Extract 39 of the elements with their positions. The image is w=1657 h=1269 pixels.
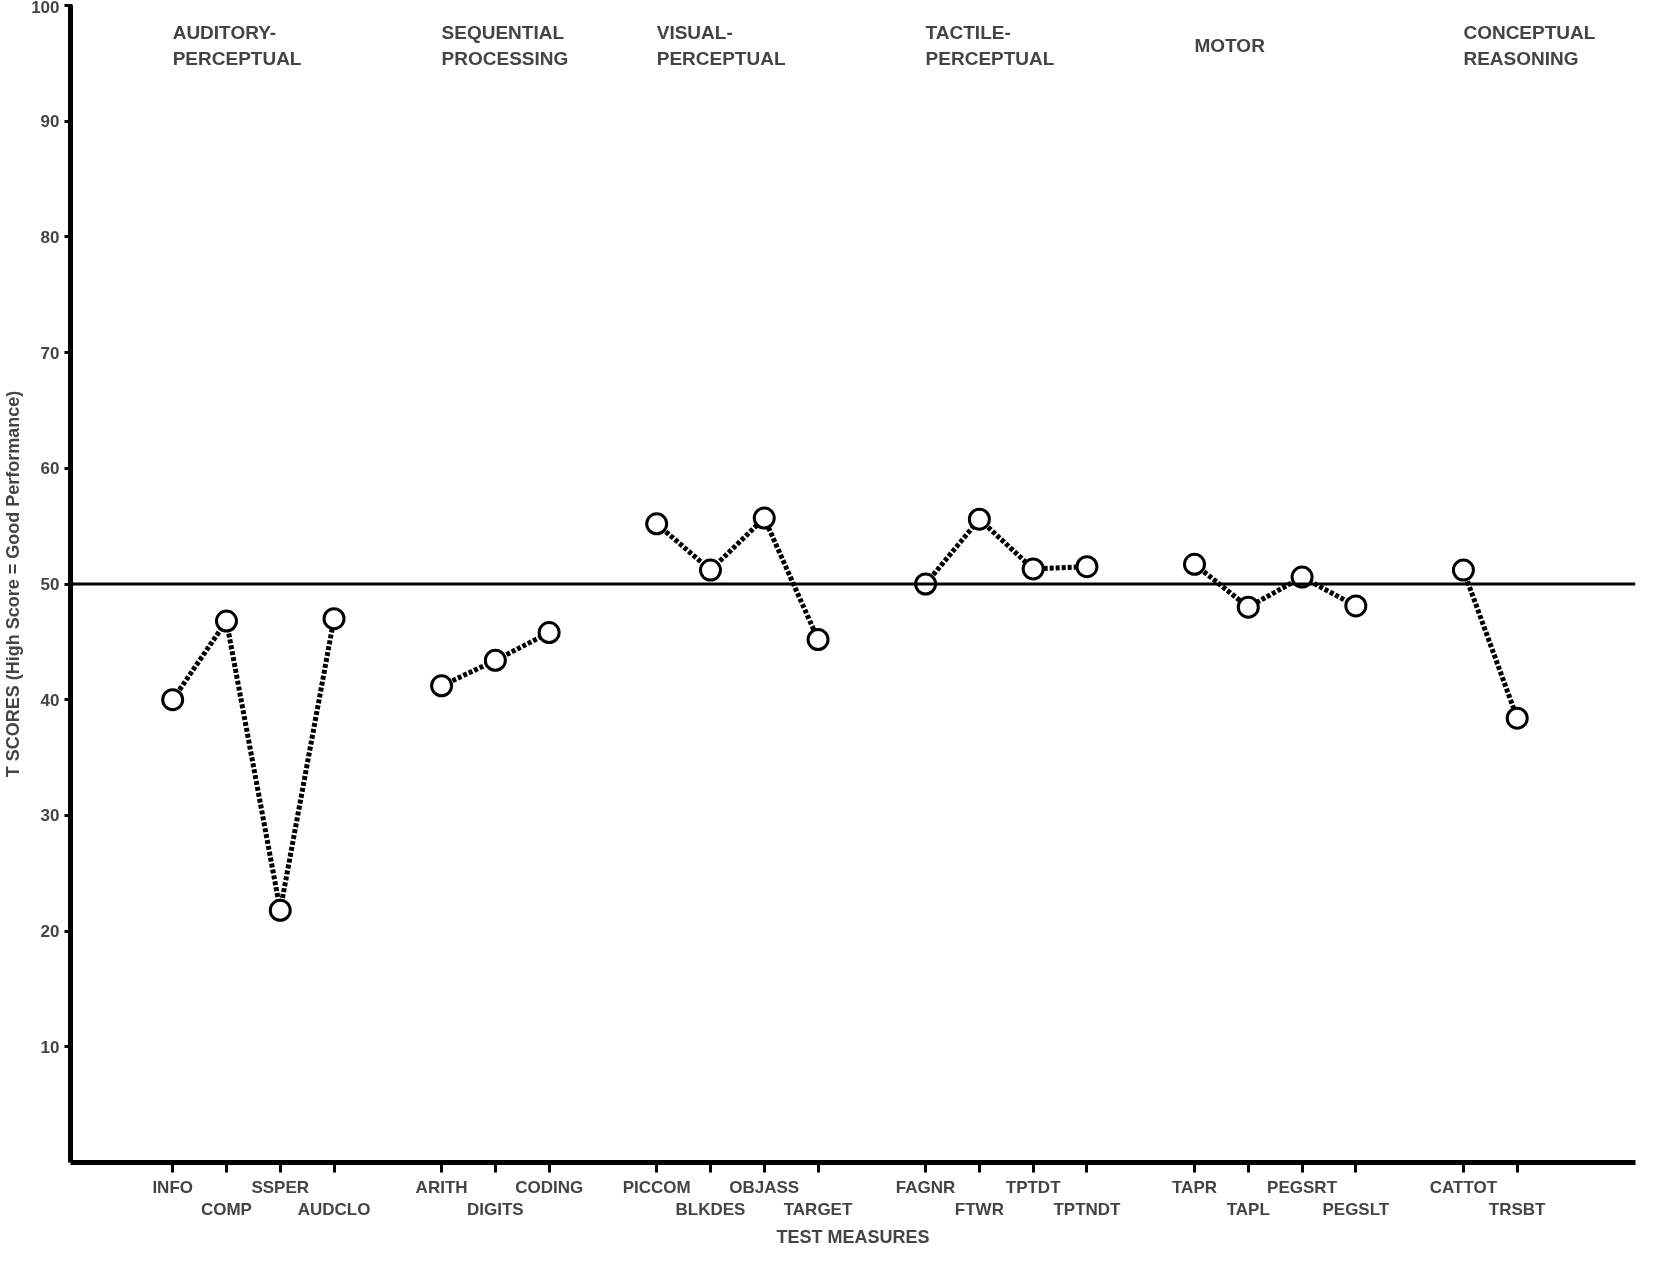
x-tick-label: OBJASS (729, 1177, 800, 1197)
y-tick-label: 90 (40, 112, 60, 132)
x-tick-label: FTWR (954, 1200, 1004, 1220)
x-tick-label: TPTNDT (1053, 1200, 1122, 1220)
x-tick-label: CATTOT (1429, 1177, 1498, 1197)
y-tick-label: 40 (40, 690, 60, 710)
y-tick-label: 100 (31, 0, 60, 17)
x-tick-label: INFO (152, 1177, 193, 1197)
annotation: AUDITORY- PERCEPTUAL (172, 22, 302, 69)
x-tick-label: AUDCLO (297, 1200, 371, 1220)
y-tick-label: 50 (40, 575, 60, 594)
x-tick-label: PEGSLT (1322, 1200, 1390, 1220)
x-tick-label: CODING (515, 1177, 584, 1197)
x-tick-label: TAPL (1226, 1200, 1270, 1220)
y-tick-label: 20 (40, 922, 60, 942)
x-tick-label: SSPER (251, 1177, 310, 1197)
x-tick-label: TAPR (1172, 1177, 1218, 1197)
annotation: SEQUENTIAL PROCESSING (441, 22, 569, 69)
x-tick-label: COMP (200, 1200, 252, 1220)
annotation: MOTOR (1194, 35, 1266, 56)
y-tick-label: 60 (40, 459, 60, 479)
x-tick-label: PICCOM (622, 1177, 691, 1197)
annotation: TACTILE- PERCEPTUAL (925, 22, 1055, 69)
y-tick-label: 10 (40, 1037, 60, 1057)
x-tick-label: FAGNR (895, 1177, 956, 1197)
x-tick-label: TRSBT (1488, 1200, 1547, 1220)
x-tick-label: TPTDT (1005, 1177, 1062, 1197)
y-tick-label: 70 (40, 343, 60, 363)
x-tick-label: PEGSRT (1267, 1177, 1338, 1197)
y-tick-label: 80 (40, 227, 60, 247)
x-tick-label: DIGITS (467, 1200, 524, 1220)
annotation: VISUAL- PERCEPTUAL (656, 22, 786, 69)
annotation: CONCEPTUAL REASONING (1463, 22, 1596, 69)
y-axis-title: T SCORES (High Score = Good Performance) (3, 390, 24, 778)
x-tick-label: ARITH (415, 1177, 468, 1197)
x-axis-title: TEST MEASURES (776, 1227, 930, 1248)
x-tick-label: BLKDES (675, 1200, 746, 1220)
x-tick-label: TARGET (783, 1200, 853, 1220)
y-tick-label: 30 (40, 806, 60, 826)
